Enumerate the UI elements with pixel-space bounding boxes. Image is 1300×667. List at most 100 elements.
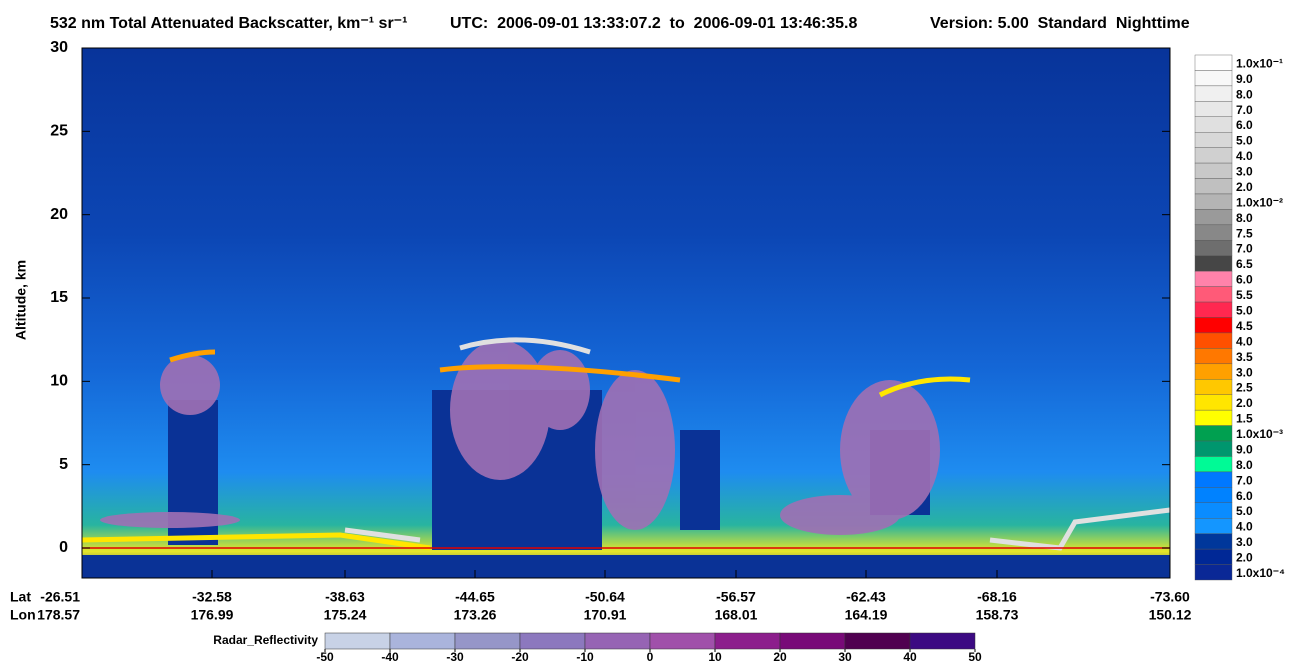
colorbar-label: 2.0 — [1236, 551, 1253, 565]
radar-cell — [844, 632, 911, 650]
colorbar-label: 5.5 — [1236, 288, 1253, 302]
radar-tick-label: 50 — [968, 650, 982, 664]
cloud-tops — [81, 337, 1171, 551]
plot-frame — [81, 47, 1171, 579]
colorbar-cell — [1194, 301, 1233, 318]
colorbar-cell — [1194, 471, 1233, 488]
colorbar-cell — [1194, 286, 1233, 303]
colorbar-cell — [1194, 162, 1233, 179]
radar-tick-label: -40 — [381, 650, 399, 664]
colorbar-label: 9.0 — [1236, 72, 1253, 86]
lat-tick-label: -56.57 — [716, 589, 756, 605]
colorbar-label: 4.0 — [1236, 520, 1253, 534]
colorbar-label: 3.5 — [1236, 350, 1253, 364]
y-tick-label: 10 — [50, 373, 68, 390]
lat-label: Lat — [10, 589, 31, 605]
lon-tick-label: 178.57 — [37, 607, 80, 623]
lon-tick-label: 150.12 — [1149, 607, 1192, 623]
colorbar-label: 5.0 — [1236, 303, 1253, 317]
radar-cell — [714, 632, 781, 650]
y-axis-label: Altitude, km — [13, 260, 29, 340]
colorbar-cell — [1194, 270, 1233, 287]
colorbar-label: 1.0x10⁻¹ — [1236, 56, 1283, 70]
radar-tick-label: -30 — [446, 650, 464, 664]
colorbar-cell — [1194, 193, 1233, 210]
colorbar-label: 1.0x10⁻² — [1236, 195, 1283, 209]
lat-tick-label: -50.64 — [585, 589, 625, 605]
chart-title: 532 nm Total Attenuated Backscatter, km⁻… — [50, 15, 407, 32]
colorbar-cell — [1194, 147, 1233, 164]
radar-tick-label: 0 — [647, 650, 654, 664]
plot-area — [81, 47, 1171, 579]
lat-tick-label: -26.51 — [40, 589, 80, 605]
colorbar-cell — [1194, 487, 1233, 503]
colorbar-cell — [1194, 317, 1233, 334]
colorbar-label: 7.0 — [1236, 242, 1253, 256]
colorbar-label: 5.0 — [1236, 504, 1253, 518]
colorbar-label: 4.5 — [1236, 319, 1253, 333]
radar-cell — [909, 632, 976, 650]
colorbar-cell — [1194, 533, 1233, 550]
colorbar-label: 1.5 — [1236, 412, 1253, 426]
y-tick-label: 0 — [59, 539, 68, 556]
lon-tick-label: 173.26 — [454, 607, 497, 623]
radar-tick-label: 30 — [838, 650, 852, 664]
y-tick-label: 15 — [50, 289, 68, 306]
radar-cell — [584, 632, 651, 650]
radar-tick-label: -10 — [576, 650, 594, 664]
colorbar-label: 3.0 — [1236, 365, 1253, 379]
radar-tick-label: -20 — [511, 650, 529, 664]
colorbar-cell — [1194, 132, 1233, 148]
colorbar-label: 2.0 — [1236, 180, 1253, 194]
radar-tick-label: 10 — [708, 650, 722, 664]
radar-tick-label: 40 — [903, 650, 917, 664]
colorbar-cell — [1194, 394, 1233, 411]
colorbar-label: 3.0 — [1236, 165, 1253, 179]
colorbar-label: 7.0 — [1236, 103, 1253, 117]
radar-tick-label: 20 — [773, 650, 787, 664]
lat-tick-label: -62.43 — [846, 589, 886, 605]
colorbar-cell — [1194, 456, 1233, 473]
lon-tick-label: 175.24 — [324, 607, 367, 623]
y-tick-label: 5 — [59, 456, 68, 473]
colorbar-cell — [1194, 332, 1233, 349]
lat-tick-label: -68.16 — [977, 589, 1017, 605]
y-tick-label: 30 — [50, 39, 68, 56]
colorbar-label: 8.0 — [1236, 87, 1253, 101]
colorbar-label: 2.0 — [1236, 396, 1253, 410]
lat-tick-label: -44.65 — [455, 589, 495, 605]
colorbar-cell — [1194, 178, 1233, 195]
radar-cell — [389, 632, 456, 650]
colorbar-label: 1.0x10⁻³ — [1236, 427, 1283, 441]
colorbar-cell — [1194, 224, 1233, 241]
colorbar-cell — [1194, 440, 1233, 457]
lat-tick-label: -38.63 — [325, 589, 365, 605]
utc-range: UTC: 2006-09-01 13:33:07.2 to 2006-09-01… — [450, 15, 857, 32]
radar-cell — [519, 632, 586, 650]
colorbar-label: 4.0 — [1236, 149, 1253, 163]
colorbar-label: 5.0 — [1236, 134, 1253, 148]
lat-tick-label: -32.58 — [192, 589, 232, 605]
lon-tick-label: 158.73 — [976, 607, 1019, 623]
clouds — [100, 340, 940, 535]
colorbar-cell — [1194, 70, 1233, 87]
colorbar-label: 6.5 — [1236, 257, 1253, 271]
colorbar-cell — [1194, 409, 1233, 426]
colorbar-cell — [1194, 116, 1233, 133]
colorbar-label: 6.0 — [1236, 489, 1253, 503]
colorbar-cell — [1194, 85, 1233, 102]
radar-tick-label: -50 — [316, 650, 334, 664]
colorbar-cell — [1194, 425, 1233, 442]
colorbar-cell — [1194, 209, 1233, 226]
lon-tick-label: 164.19 — [845, 607, 888, 623]
colorbar-label: 7.5 — [1236, 226, 1253, 240]
colorbar-label: 9.0 — [1236, 442, 1253, 456]
colorbar-label: 6.0 — [1236, 273, 1253, 287]
colorbar-cell — [1194, 502, 1233, 519]
colorbar-cell — [1194, 240, 1233, 256]
lon-tick-label: 176.99 — [191, 607, 234, 623]
y-tick-label: 20 — [50, 206, 68, 223]
colorbar-label: 8.0 — [1236, 211, 1253, 225]
colorbar-label: 4.0 — [1236, 334, 1253, 348]
